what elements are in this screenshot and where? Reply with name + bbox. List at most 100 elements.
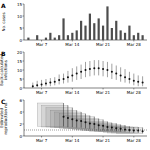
bar xyxy=(128,26,130,40)
error-bar xyxy=(103,61,104,76)
y-label: infections xyxy=(3,60,8,79)
point xyxy=(41,83,43,85)
error-bar xyxy=(133,127,134,133)
error-bar xyxy=(103,120,104,130)
bar xyxy=(62,18,64,40)
bar xyxy=(67,35,69,40)
error-bar xyxy=(98,60,99,75)
bar xyxy=(98,18,100,40)
marks xyxy=(24,103,147,134)
y-tick-label: 15 xyxy=(17,2,23,7)
y-axis xyxy=(24,100,25,136)
error-bar xyxy=(63,103,64,126)
point xyxy=(137,81,139,83)
error-bar xyxy=(116,66,117,80)
y-tick-label: 20 xyxy=(17,50,23,55)
point xyxy=(98,124,100,126)
error-bar xyxy=(129,126,130,132)
y-tick-label: 10 xyxy=(17,68,23,73)
point xyxy=(120,128,122,130)
bar xyxy=(115,21,117,40)
error-bar xyxy=(116,123,117,131)
bar xyxy=(36,35,38,40)
error-bar xyxy=(85,114,86,128)
point xyxy=(71,74,73,76)
point xyxy=(54,81,56,83)
bar xyxy=(71,33,73,40)
point xyxy=(58,79,60,81)
x-tick-label: Mar 7 xyxy=(36,42,48,47)
point xyxy=(115,127,117,129)
point xyxy=(106,69,108,71)
point xyxy=(76,119,78,121)
bar xyxy=(111,28,113,40)
y-tick-label: 6 xyxy=(19,98,22,103)
point xyxy=(124,76,126,78)
error-bar xyxy=(67,105,68,127)
bar xyxy=(142,35,144,40)
y-tick-label: 10 xyxy=(17,14,23,19)
point xyxy=(36,84,38,86)
bar xyxy=(102,26,104,40)
panel: CEstimatedreproduction no.0246Mar 7Mar 1… xyxy=(0,98,147,144)
error-bar xyxy=(63,74,64,84)
x-tick-label: Mar 21 xyxy=(96,42,110,47)
x-tick-label: Mar 7 xyxy=(36,90,48,95)
error-bar xyxy=(54,77,55,85)
point xyxy=(80,120,82,122)
error-bar xyxy=(81,112,82,128)
point xyxy=(71,118,73,120)
point xyxy=(115,73,117,75)
point xyxy=(49,82,51,84)
y-label: reproduction no. xyxy=(3,102,8,135)
panel: ANo. cases051015Mar 7Mar 14Mar 21Mar 28 xyxy=(1,2,147,48)
point xyxy=(133,80,135,82)
bar xyxy=(58,35,60,40)
bar xyxy=(49,33,51,40)
bar xyxy=(89,14,91,40)
error-bar xyxy=(125,125,126,132)
error-bar xyxy=(107,62,108,77)
x-tick-label: Mar 28 xyxy=(127,42,141,47)
point xyxy=(102,125,104,127)
point xyxy=(89,122,91,124)
error-bar xyxy=(138,75,139,86)
point xyxy=(80,71,82,73)
point xyxy=(45,83,47,85)
bar xyxy=(124,33,126,40)
error-bar xyxy=(133,74,134,86)
error-bar xyxy=(67,71,68,83)
point xyxy=(76,73,78,75)
x-axis xyxy=(24,88,147,89)
panel: BBack-calculatedinfections05101520Mar 7M… xyxy=(0,50,147,96)
point xyxy=(67,76,69,78)
bar xyxy=(120,30,122,40)
x-tick-label: Mar 7 xyxy=(36,138,48,143)
error-bar xyxy=(129,72,130,84)
error-bar xyxy=(111,123,112,131)
point xyxy=(102,68,104,70)
point xyxy=(128,129,130,131)
x-tick-label: Mar 14 xyxy=(65,90,79,95)
point xyxy=(106,126,108,128)
error-bar xyxy=(81,65,82,79)
y-axis xyxy=(24,4,25,40)
error-bar xyxy=(41,80,42,87)
point xyxy=(98,67,100,69)
error-bar xyxy=(107,122,108,131)
point xyxy=(63,116,65,118)
bar xyxy=(45,38,47,40)
error-bar xyxy=(45,79,46,86)
y-tick-label: 0 xyxy=(19,134,22,139)
error-bar xyxy=(89,61,90,76)
panel-label: A xyxy=(1,2,6,9)
error-bar xyxy=(85,62,86,77)
error-bar xyxy=(111,64,112,79)
bar xyxy=(80,21,82,40)
y-tick-label: 0 xyxy=(19,38,22,43)
error-bar xyxy=(120,67,121,81)
error-bar xyxy=(59,75,60,85)
marks xyxy=(27,6,143,40)
point xyxy=(142,82,144,84)
bar xyxy=(54,38,56,40)
